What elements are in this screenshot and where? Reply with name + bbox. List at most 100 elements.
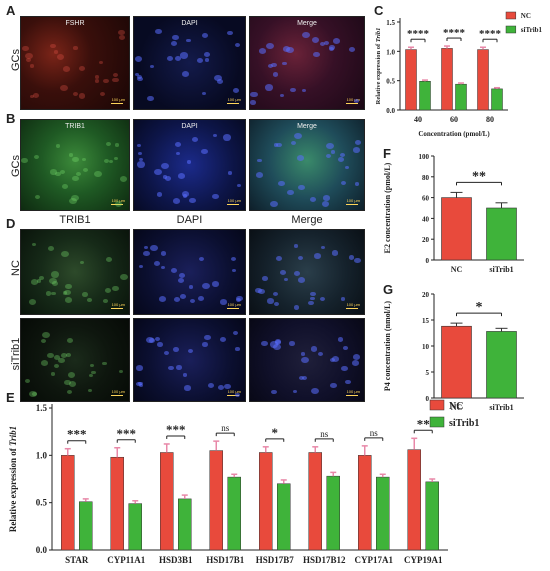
cell-nucleus: [144, 246, 148, 250]
cell-nucleus: [218, 385, 224, 390]
significance-label: ***: [117, 426, 137, 441]
scale-bar: [346, 308, 358, 309]
cell-nucleus: [89, 374, 93, 377]
y-tick-label: 0: [426, 257, 430, 265]
bar-nc: [160, 452, 173, 550]
cell-nucleus: [250, 100, 256, 105]
cell-nucleus: [355, 140, 361, 145]
panel-letter-a: A: [6, 3, 15, 18]
cell-nucleus: [276, 256, 283, 261]
cell-nucleus: [87, 298, 92, 302]
cell-nucleus: [354, 258, 361, 263]
cell-nucleus: [235, 393, 241, 398]
cell-nucleus: [69, 198, 77, 204]
cell-nucleus: [106, 142, 111, 146]
y-tick-label: 60: [422, 195, 430, 203]
cell-nucleus: [228, 171, 233, 175]
cell-nucleus: [302, 89, 306, 92]
significance-label: **: [472, 169, 486, 184]
scale-bar-label: 100 μm: [347, 302, 360, 307]
cell-nucleus: [267, 298, 274, 303]
cell-nucleus: [313, 52, 320, 57]
cell-nucleus: [161, 251, 166, 255]
cell-nucleus: [311, 346, 318, 351]
scale-bar-label: 100 μm: [228, 97, 241, 102]
y-tick-label: 0.5: [36, 498, 48, 508]
significance-label: ***: [67, 427, 87, 442]
bar-nc: [111, 457, 124, 550]
cell-nucleus: [286, 47, 294, 53]
cell-nucleus: [352, 360, 359, 366]
scale-bar: [111, 103, 123, 104]
cell-nucleus: [199, 257, 204, 261]
bar-nc: [442, 198, 472, 260]
bar-sitrib1: [376, 477, 389, 550]
cell-nucleus: [298, 256, 304, 261]
cell-nucleus: [291, 141, 297, 146]
y-tick-label: 5: [426, 369, 430, 377]
cell-nucleus: [189, 285, 194, 289]
significance-label: ****: [407, 28, 430, 40]
x-tick-label: 40: [414, 115, 422, 124]
cell-nucleus: [294, 271, 300, 276]
cell-nucleus: [208, 383, 214, 388]
cell-nucleus: [47, 353, 53, 358]
column-label-dapi: DAPI: [133, 214, 246, 226]
cell-nucleus: [301, 352, 305, 356]
cell-nucleus: [197, 58, 203, 63]
cell-nucleus: [72, 176, 79, 182]
cell-nucleus: [114, 157, 118, 161]
scale-bar: [111, 395, 123, 396]
cell-nucleus: [42, 332, 50, 338]
y-tick-label: 0.5: [386, 78, 395, 86]
cell-nucleus: [276, 143, 282, 148]
cell-nucleus: [90, 364, 94, 367]
cell-nucleus: [289, 341, 295, 346]
legend-label: siTrib1: [449, 418, 479, 429]
x-axis-label: Concentration (pmol/L): [418, 130, 490, 138]
cell-nucleus: [220, 299, 227, 305]
cell-nucleus: [310, 292, 316, 296]
significance-label: ***: [166, 422, 186, 437]
y-tick-label: 10: [422, 343, 430, 351]
scale-bar: [227, 204, 239, 205]
micrograph-d-si-merge: 100 μm: [249, 318, 365, 402]
cell-nucleus: [63, 66, 71, 72]
significance-label: ****: [479, 28, 502, 40]
cell-nucleus: [179, 273, 185, 278]
cell-nucleus: [298, 185, 305, 191]
cell-nucleus: [103, 299, 108, 303]
y-tick-label: 15: [422, 317, 430, 325]
cell-nucleus: [175, 142, 181, 147]
cell-nucleus: [182, 191, 189, 197]
cell-nucleus: [338, 337, 344, 342]
bar-nc: [406, 50, 417, 110]
cell-nucleus: [112, 78, 118, 83]
bar-nc: [358, 455, 371, 550]
cell-nucleus: [103, 79, 109, 84]
cell-nucleus: [58, 358, 64, 363]
cell-nucleus: [178, 278, 185, 283]
legend-swatch-sitrib1: [430, 417, 444, 427]
x-tick-label: CYP17A1: [355, 555, 394, 565]
column-label-trib1: TRIB1: [20, 214, 130, 226]
cell-nucleus: [233, 88, 239, 93]
cell-nucleus: [173, 198, 181, 204]
micrograph-d-nc-merge: 100 μm: [249, 229, 365, 315]
bar-sitrib1: [327, 476, 340, 550]
cell-nucleus: [312, 37, 320, 43]
cell-nucleus: [50, 44, 56, 49]
cell-nucleus: [187, 160, 192, 164]
cell-nucleus: [278, 181, 285, 187]
cell-nucleus: [21, 158, 28, 164]
cell-nucleus: [109, 160, 114, 164]
cell-nucleus: [154, 169, 162, 175]
cell-nucleus: [176, 365, 182, 370]
cell-nucleus: [171, 41, 177, 46]
cell-nucleus: [183, 373, 187, 376]
cell-nucleus: [32, 243, 36, 246]
cell-nucleus: [268, 64, 273, 68]
cell-nucleus: [48, 246, 54, 251]
cell-nucleus: [51, 372, 55, 375]
cell-nucleus: [318, 352, 323, 356]
